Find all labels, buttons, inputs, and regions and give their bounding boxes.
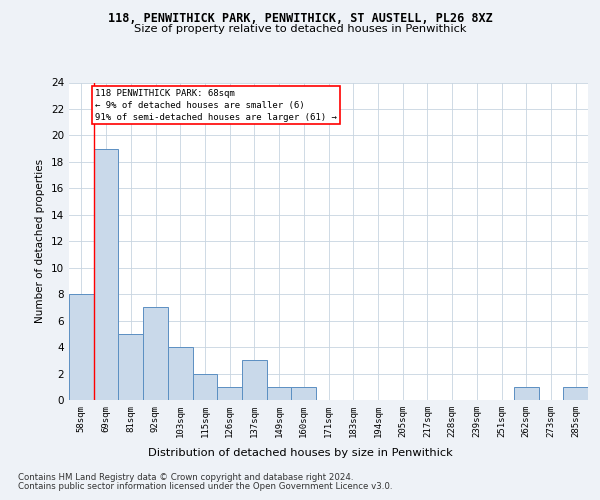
Text: Distribution of detached houses by size in Penwithick: Distribution of detached houses by size … (148, 448, 452, 458)
Bar (143, 308, 168, 400)
Text: Contains public sector information licensed under the Open Government Licence v3: Contains public sector information licen… (18, 482, 392, 491)
Bar (168, 347, 193, 400)
Bar (94, 148, 118, 400)
Bar (193, 374, 217, 400)
Text: 118, PENWITHICK PARK, PENWITHICK, ST AUSTELL, PL26 8XZ: 118, PENWITHICK PARK, PENWITHICK, ST AUS… (107, 12, 493, 26)
Text: 118 PENWITHICK PARK: 68sqm
← 9% of detached houses are smaller (6)
91% of semi-d: 118 PENWITHICK PARK: 68sqm ← 9% of detac… (95, 89, 337, 122)
Y-axis label: Number of detached properties: Number of detached properties (35, 159, 46, 324)
Bar (267, 387, 292, 400)
Bar (292, 387, 316, 400)
Bar (563, 387, 588, 400)
Bar (69, 294, 94, 400)
Bar (514, 387, 539, 400)
Bar (118, 334, 143, 400)
Bar (242, 360, 267, 400)
Bar (217, 387, 242, 400)
Text: Size of property relative to detached houses in Penwithick: Size of property relative to detached ho… (134, 24, 466, 34)
Text: Contains HM Land Registry data © Crown copyright and database right 2024.: Contains HM Land Registry data © Crown c… (18, 472, 353, 482)
